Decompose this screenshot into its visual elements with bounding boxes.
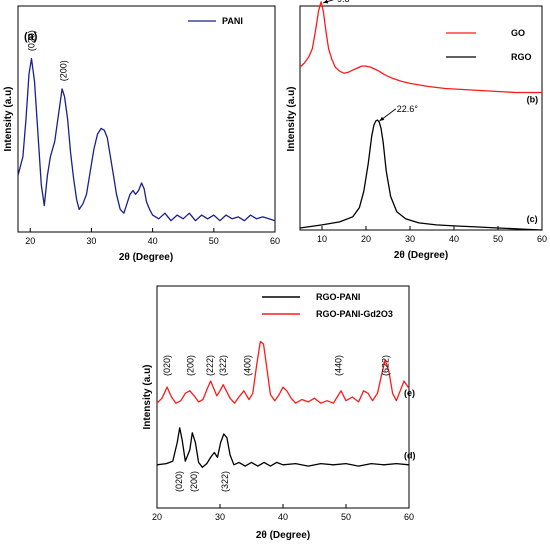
legend-label-rgo-pani: RGO-PANI (316, 292, 360, 302)
legend-label-go: GO (511, 28, 525, 38)
legend-label-rgo: RGO (511, 52, 532, 62)
x-tick-label-de-50: 50 (341, 512, 351, 522)
x-tick-label-bc-50: 50 (493, 234, 503, 244)
x-tick-label-bc-30: 30 (405, 234, 415, 244)
peak-label-200: (200) (58, 60, 68, 81)
panel-de-x-label: 2θ (Degree) (256, 530, 310, 541)
peak-label-top-622: (622) (381, 355, 391, 376)
x-tick-label-de-40: 40 (278, 512, 288, 522)
panel-a-frame (17, 5, 276, 233)
x-tick-label-a-40: 40 (148, 236, 158, 246)
panel-de-panel-labels: (e) (d) (404, 388, 416, 461)
x-tick-label-a-50: 50 (209, 236, 219, 246)
x-tick-label-de-30: 30 (215, 512, 225, 522)
panel-bc-frame (299, 5, 543, 231)
x-tick-label-bc-10: 10 (317, 234, 327, 244)
series-line-rgo-pani-gd2o3 (156, 340, 410, 404)
peak-label-bottom-322: (322) (220, 471, 230, 492)
panel-bc-series (299, 1, 543, 231)
panel-label-d: (d) (404, 451, 416, 461)
panel-bc-x-label: 2θ (Degree) (394, 250, 448, 261)
x-tick-label-bc-20: 20 (361, 234, 371, 244)
peak-label-22-6: 22.6° (397, 104, 419, 114)
panel-de-legend: RGO-PANI RGO-PANI-Gd2O3 (262, 292, 393, 319)
panel-a-x-label: 2θ (Degree) (119, 252, 173, 263)
panel-label-b: (b) (527, 95, 539, 105)
arrow-head-22-6 (379, 116, 385, 122)
panel-a-annotations: (020) (200) (26, 30, 68, 81)
x-tick-label-a-30: 30 (86, 236, 96, 246)
series-line-rgo-pani (156, 427, 410, 468)
series-line-rgo (299, 119, 543, 231)
series-line-pani (17, 58, 276, 222)
peak-label-bottom-020: (020) (174, 471, 184, 492)
peak-label-bottom-200: (200) (189, 471, 199, 492)
peak-label-top-440: (440) (333, 355, 343, 376)
panel-a-x-ticks: 20 30 40 50 60 (25, 228, 280, 246)
panel-bc-annotations: 9.8° 22.6° (322, 0, 419, 122)
panel-label-e: (e) (404, 388, 415, 398)
x-tick-label-bc-60: 60 (537, 234, 547, 244)
panel-de-series (156, 340, 410, 468)
panel-bc-x-ticks: 10 20 30 40 50 60 (317, 226, 547, 244)
panel-de-x-ticks: 20 30 40 50 60 (152, 504, 414, 522)
peak-label-top-222: (222) (205, 355, 215, 376)
x-tick-label-bc-40: 40 (449, 234, 459, 244)
panel-de: RGO-PANI RGO-PANI-Gd2O3 20 30 40 50 60 (020)… (142, 285, 416, 541)
legend-label-rgo-pani-gd2o3: RGO-PANI-Gd2O3 (316, 309, 393, 319)
panel-bc-legend: GO RGO (446, 28, 532, 62)
peak-label-top-400: (400) (243, 355, 253, 376)
arrow-head-9-8 (323, 0, 329, 4)
panel-de-annotations: (020) (200) (222) (322) (400) (440) (622)(020)… (162, 355, 391, 492)
panel-a-label: (a) (24, 31, 38, 43)
panel-a-y-label: Intensity (a.u) (3, 86, 14, 151)
peak-label-9-8: 9.8° (337, 0, 354, 4)
panel-a-legend: PANI (188, 16, 243, 26)
panel-a: (a) PANI 20 30 40 50 60 (020) (200) Intensity… (3, 5, 280, 263)
x-tick-label-de-60: 60 (404, 512, 414, 522)
peak-label-020: (020) (26, 30, 36, 51)
panel-bc: GO RGO 10 20 30 40 50 60 9.8° 22.6° (b) (c) Int… (286, 0, 547, 261)
panel-a-series (17, 58, 276, 222)
panel-de-y-label: Intensity (a.u) (142, 364, 153, 429)
series-line-go (299, 1, 542, 94)
panel-label-c: (c) (527, 214, 538, 224)
panel-bc-panel-labels: (b) (c) (527, 95, 539, 224)
peak-label-top-322: (322) (218, 355, 228, 376)
x-tick-label-de-20: 20 (152, 512, 162, 522)
peak-label-top-200: (200) (185, 355, 195, 376)
x-tick-label-a-20: 20 (25, 236, 35, 246)
legend-label-pani: PANI (222, 16, 243, 26)
panel-bc-y-label: Intensity (a.u) (286, 86, 297, 151)
x-tick-label-a-60: 60 (270, 236, 280, 246)
peak-label-top-020: (020) (162, 355, 172, 376)
